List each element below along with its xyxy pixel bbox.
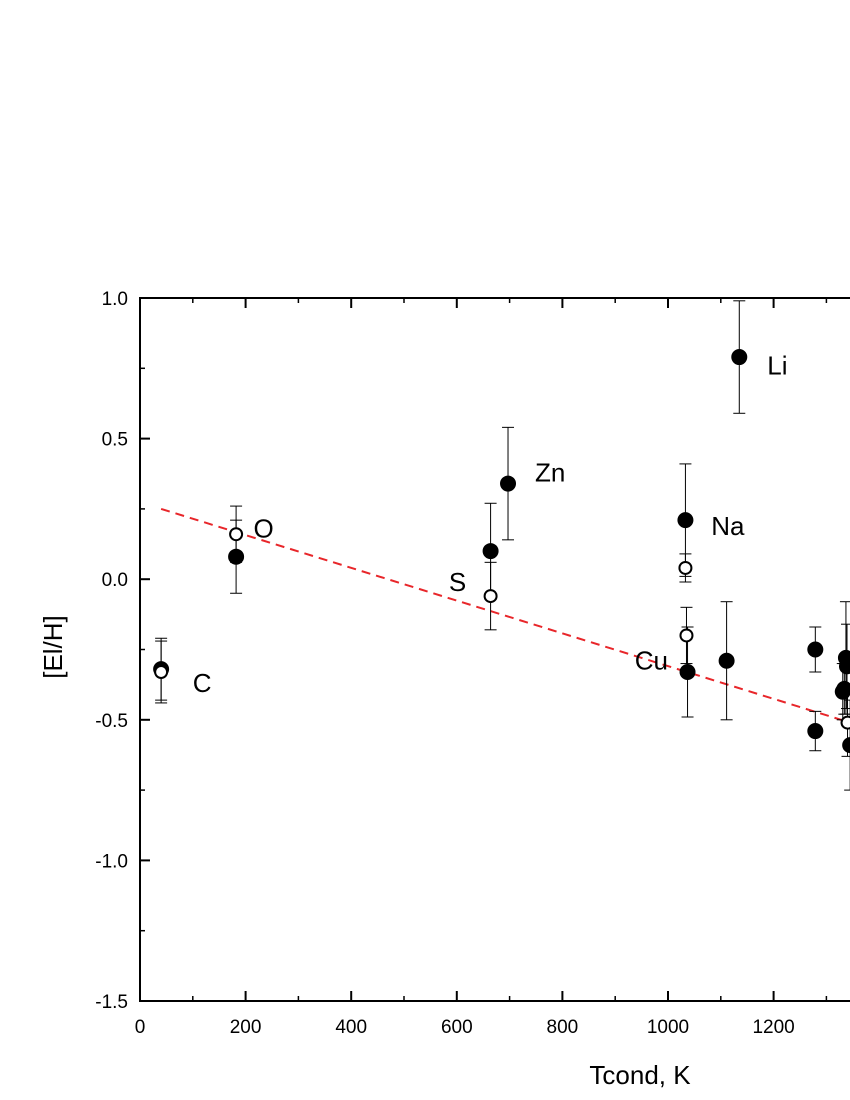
- point-label-li: Li: [767, 350, 787, 380]
- y-tick-label: -1.0: [95, 851, 128, 872]
- point-label-s: S: [449, 567, 466, 597]
- x-axis-title: Tcond, K: [589, 1060, 691, 1090]
- plot-frame: [139, 297, 850, 1002]
- y-axis-title: [El/H]: [38, 615, 68, 679]
- open-point: [679, 628, 694, 643]
- trend-line: [160, 507, 850, 724]
- x-tick-label: 1200: [752, 1017, 794, 1038]
- open-point: [678, 560, 693, 575]
- filled-point: [500, 475, 517, 492]
- filled-point: [807, 641, 824, 658]
- y-tick-label: 0.5: [102, 430, 128, 451]
- y-tick-label: 0.0: [102, 570, 128, 591]
- point-label-na: Na: [711, 511, 745, 541]
- open-point: [483, 589, 498, 604]
- filled-point: [228, 548, 245, 565]
- point-label-cu: Cu: [635, 646, 668, 676]
- point-label-zn: Zn: [535, 457, 565, 487]
- filled-point: [482, 543, 499, 560]
- x-tick-label: 800: [547, 1017, 579, 1038]
- filled-point: [718, 652, 735, 669]
- filled-point: [679, 663, 696, 680]
- point-label-o: O: [254, 514, 274, 544]
- filled-point: [677, 512, 694, 529]
- axes-layer: 0 200 400 600 800 1000 1200 1.0 0.5 0.0 -0.5 -1.0 -1…: [95, 289, 850, 1038]
- y-tick-label: 1.0: [102, 289, 128, 310]
- x-tick-label: 400: [335, 1017, 367, 1038]
- filled-point: [731, 349, 748, 366]
- x-tick-label: 200: [230, 1017, 262, 1038]
- filled-point: [836, 680, 850, 697]
- point-labels-layer: C O S Zn Na Cu Li: [193, 350, 788, 698]
- open-point: [229, 527, 244, 542]
- trend-line-layer: [160, 507, 850, 724]
- data-points-layer: [153, 300, 850, 791]
- x-tick-label: 1000: [647, 1017, 689, 1038]
- filled-point: [838, 658, 850, 675]
- filled-point: [807, 723, 824, 740]
- y-tick-label: -0.5: [95, 711, 128, 732]
- filled-point: [842, 737, 850, 754]
- open-point: [840, 715, 850, 730]
- x-tick-label: 0: [135, 1017, 146, 1038]
- point-label-c: C: [193, 668, 212, 698]
- y-tick-label: -1.5: [95, 992, 128, 1013]
- x-tick-label: 600: [441, 1017, 473, 1038]
- open-point: [154, 664, 169, 679]
